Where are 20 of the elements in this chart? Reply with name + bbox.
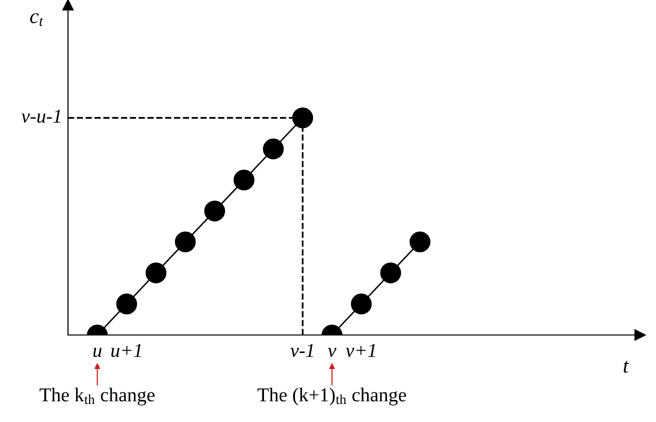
point	[350, 294, 372, 314]
point	[146, 262, 166, 284]
point	[410, 231, 430, 252]
x-tick-label: v+1	[346, 344, 375, 358]
point	[234, 170, 254, 190]
point	[262, 138, 284, 160]
x-tick-label: v-1	[290, 344, 313, 358]
x-tick-label: u	[93, 348, 102, 358]
y-axis-title: c$_{t}$	[30, 13, 44, 26]
x-tick-label: v	[328, 348, 336, 358]
annotation: The k$_{th}$ change	[40, 388, 155, 406]
x-tick-label: u+1	[111, 344, 141, 358]
point	[292, 107, 314, 128]
point	[116, 294, 138, 314]
point	[380, 262, 402, 284]
annotation: The (k+1)$_{th}$ change	[257, 388, 406, 406]
point	[174, 231, 196, 252]
ref-line-label: v-u-1	[22, 110, 60, 123]
x-axis-title: t	[624, 360, 630, 373]
point	[204, 200, 226, 222]
